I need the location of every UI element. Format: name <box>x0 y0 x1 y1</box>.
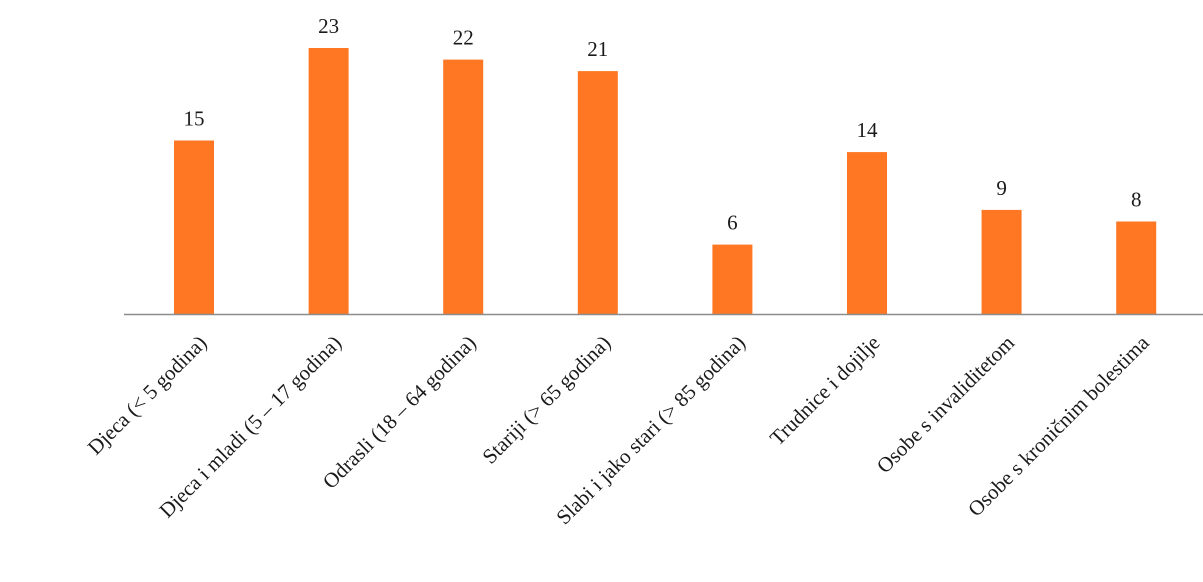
category-label-1: Djeca (< 5 godina) <box>83 331 212 460</box>
bar-3 <box>443 59 484 314</box>
value-label-4: 21 <box>587 37 608 61</box>
category-label-3: Odrasli (18 – 64 godina) <box>318 331 481 494</box>
value-label-6: 14 <box>857 118 879 142</box>
bar-4 <box>577 71 618 314</box>
value-label-2: 23 <box>318 14 339 38</box>
category-labels-layer: Djeca (< 5 godina)Djeca i mladi (5 – 17 … <box>83 330 1155 529</box>
bar-6 <box>847 152 887 314</box>
category-label-7: Osobe s invaliditetom <box>872 331 1019 478</box>
value-label-1: 15 <box>184 107 205 131</box>
bar-5 <box>712 244 753 314</box>
bar-1 <box>174 140 214 314</box>
bar-7 <box>981 209 1022 314</box>
bar-2 <box>308 48 349 314</box>
value-label-7: 9 <box>996 176 1007 200</box>
value-label-8: 8 <box>1131 188 1142 212</box>
value-label-3: 22 <box>453 26 474 50</box>
category-label-6: Trudnice i dojilje <box>765 331 885 451</box>
bar-8 <box>1116 221 1157 314</box>
category-label-4: Stariji (> 65 godina) <box>477 331 615 469</box>
bars-layer <box>174 48 1157 314</box>
value-labels-layer: 15 23 22 21 6 14 9 8 <box>184 14 1142 235</box>
value-label-5: 6 <box>727 211 738 235</box>
